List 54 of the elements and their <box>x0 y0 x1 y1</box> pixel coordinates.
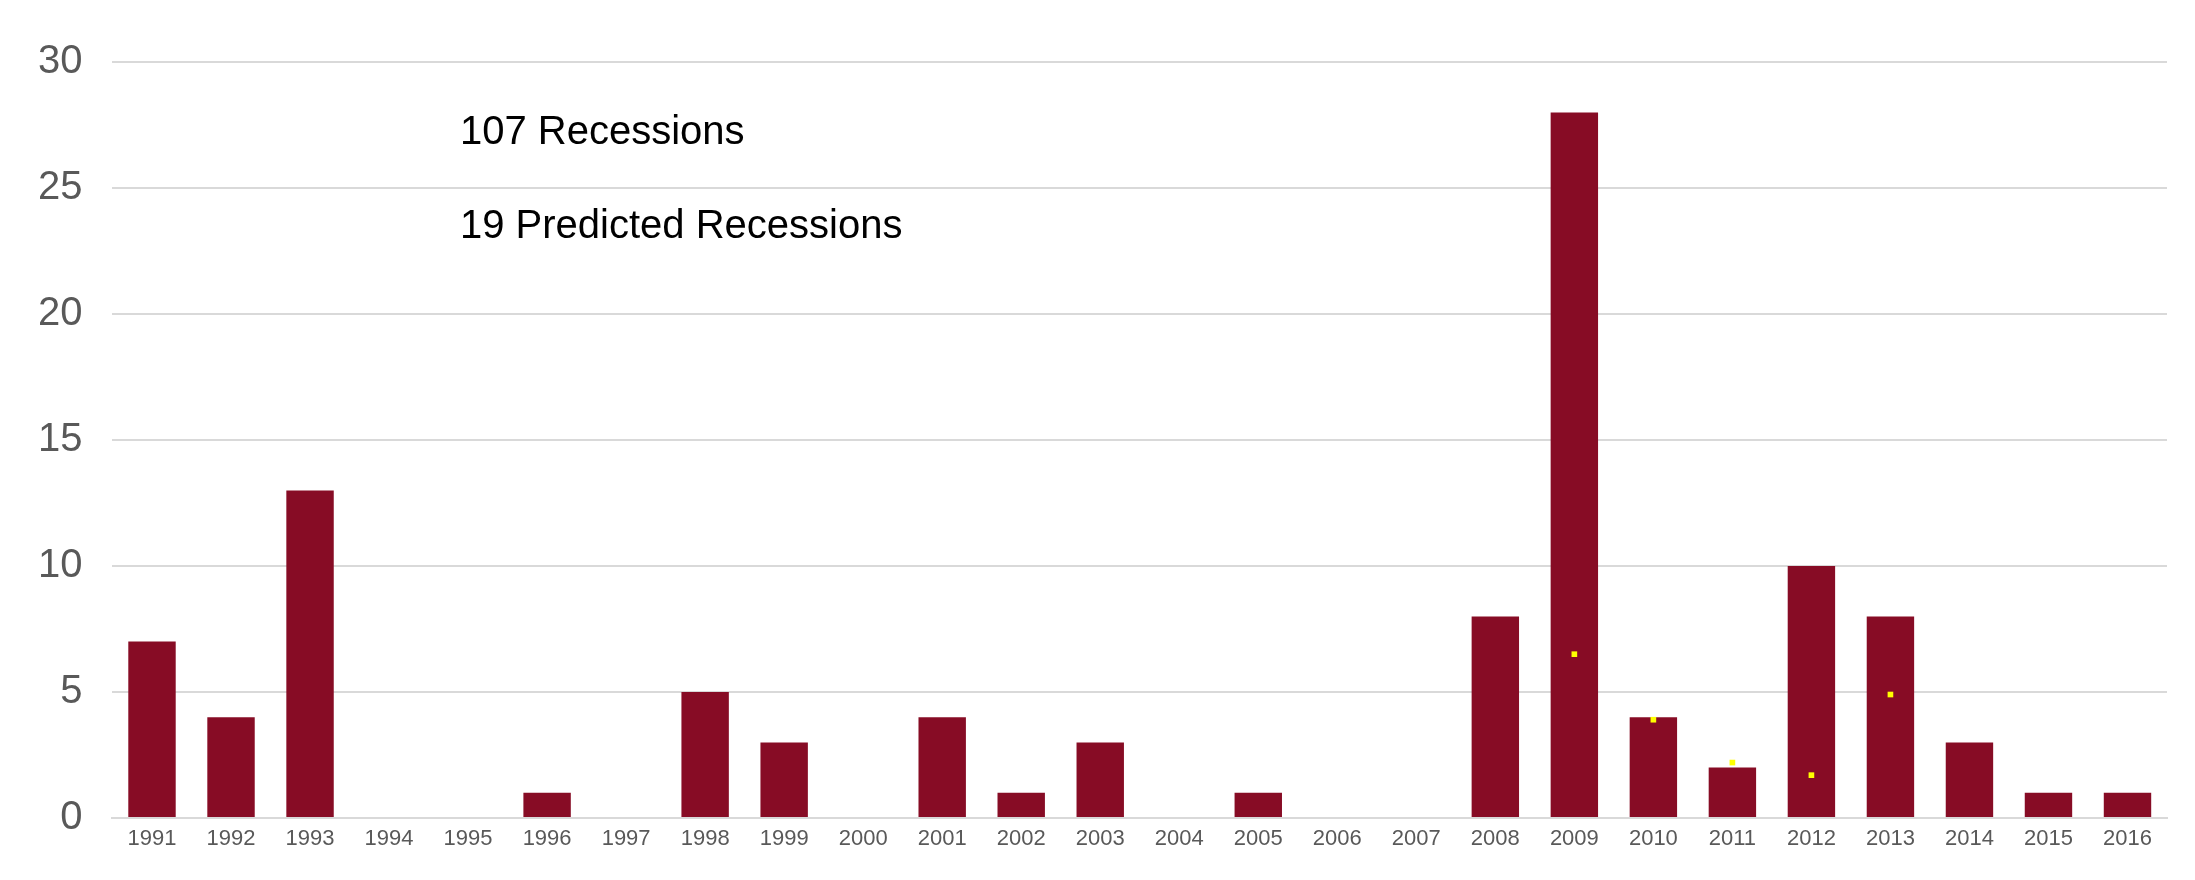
x-tick-label: 2005 <box>1233 825 1283 851</box>
y-tick-label: 15 <box>37 415 83 460</box>
y-tick-label: 5 <box>60 667 83 712</box>
annotation: 107 Recessions <box>460 108 745 153</box>
bar <box>2024 792 2073 817</box>
x-tick-label: 1991 <box>127 825 177 851</box>
x-tick-label: 2014 <box>1944 825 1994 851</box>
bar <box>523 792 571 817</box>
y-tick-label: 10 <box>37 541 83 586</box>
bar <box>1708 767 1757 817</box>
bar <box>1629 717 1678 817</box>
y-tick-label: 25 <box>37 163 83 208</box>
x-tick-label: 2003 <box>1075 825 1125 851</box>
x-tick-label: 2016 <box>2103 825 2152 851</box>
bar <box>918 717 966 817</box>
bar <box>760 742 808 817</box>
bar <box>1234 792 1282 817</box>
x-tick-label: 2012 <box>1786 825 1836 851</box>
x-tick-label: 2010 <box>1628 825 1678 851</box>
bar <box>1550 112 1599 817</box>
x-tick-label: 1997 <box>601 825 651 851</box>
x-tick-label: 2002 <box>996 825 1046 851</box>
x-tick-label: 2008 <box>1470 825 1520 851</box>
bar <box>997 792 1045 817</box>
bar <box>1866 616 1915 817</box>
x-tick-label: 1994 <box>364 825 414 851</box>
bar <box>1076 742 1124 817</box>
x-tick-label: 2007 <box>1391 825 1441 851</box>
x-tick-label: 2000 <box>838 825 888 851</box>
annotation: 19 Predicted Recessions <box>460 202 903 247</box>
x-tick-label: 1998 <box>680 825 730 851</box>
x-tick-label: 2004 <box>1154 825 1204 851</box>
x-tick-label: 2009 <box>1549 825 1599 851</box>
y-tick-label: 30 <box>37 37 83 82</box>
bar <box>128 641 176 817</box>
x-tick-label: 1995 <box>443 825 493 851</box>
x-tick-label: 2006 <box>1312 825 1362 851</box>
bar <box>681 692 729 817</box>
x-tick-label: 1999 <box>759 825 809 851</box>
bar <box>1471 616 1520 817</box>
x-tick-label: 1993 <box>285 825 335 851</box>
x-tick-label: 2013 <box>1865 825 1915 851</box>
bar <box>1787 566 1836 817</box>
y-tick-label: 0 <box>60 793 83 838</box>
bar <box>2103 792 2152 817</box>
x-tick-label: 2001 <box>917 825 967 851</box>
bar <box>1945 742 1994 817</box>
x-tick-label: 1992 <box>206 825 256 851</box>
x-tick-label: 1996 <box>522 825 572 851</box>
y-tick-label: 20 <box>37 289 83 334</box>
x-tick-label: 2011 <box>1708 825 1757 851</box>
x-tick-label: 2015 <box>2023 825 2073 851</box>
bar <box>207 717 255 817</box>
bar <box>286 490 334 817</box>
